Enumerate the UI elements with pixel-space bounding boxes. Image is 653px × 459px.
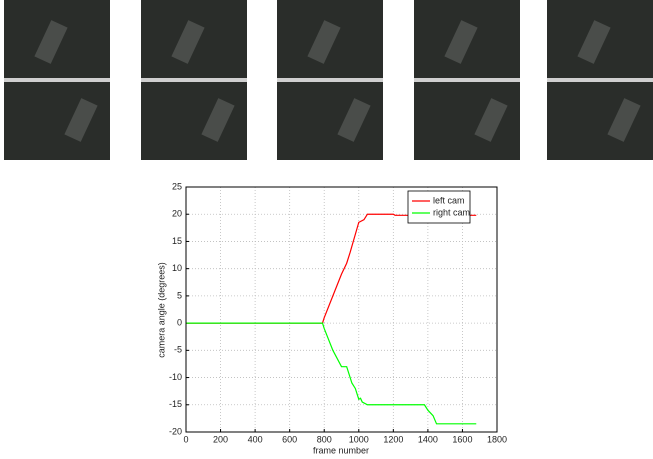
x-tick-label: 1400 — [418, 434, 438, 444]
y-tick-label: -20 — [169, 426, 182, 436]
y-tick-label: -15 — [169, 399, 182, 409]
thumbnail — [277, 0, 383, 160]
thumbnail — [414, 0, 520, 160]
x-tick-label: 1800 — [487, 434, 507, 444]
y-tick-label: 15 — [172, 236, 182, 246]
thumbnails — [4, 0, 653, 160]
y-axis-label: camera angle (degrees) — [156, 262, 166, 358]
y-tick-label: 5 — [177, 290, 182, 300]
line — [186, 322, 477, 425]
y-tick-label: 10 — [172, 263, 182, 273]
y-tick-label: 20 — [172, 209, 182, 219]
thumbnail — [4, 0, 110, 160]
legend-box — [407, 190, 471, 224]
x-tick-label: 600 — [282, 434, 297, 444]
x-tick-label: 1200 — [383, 434, 403, 444]
y-tick-label: -5 — [174, 345, 182, 355]
legend-label: left cam — [433, 195, 465, 205]
x-tick-label: 1600 — [452, 434, 472, 444]
x-tick-label: 400 — [248, 434, 263, 444]
x-axis-label: frame number — [313, 445, 369, 455]
plot-area — [186, 187, 497, 432]
y-tick-label: 0 — [177, 317, 182, 327]
plot-frame — [185, 186, 498, 433]
thumbnail — [141, 0, 247, 160]
x-tick-label: 1000 — [349, 434, 369, 444]
x-tick-label: 200 — [213, 434, 228, 444]
y-tick-label: -10 — [169, 372, 182, 382]
x-tick-label: 800 — [317, 434, 332, 444]
y-tick-label: 25 — [172, 181, 182, 191]
thumbnail — [547, 0, 653, 160]
x-tick-label: 0 — [183, 434, 188, 444]
legend-label: right cam — [433, 207, 470, 217]
line — [186, 213, 477, 324]
